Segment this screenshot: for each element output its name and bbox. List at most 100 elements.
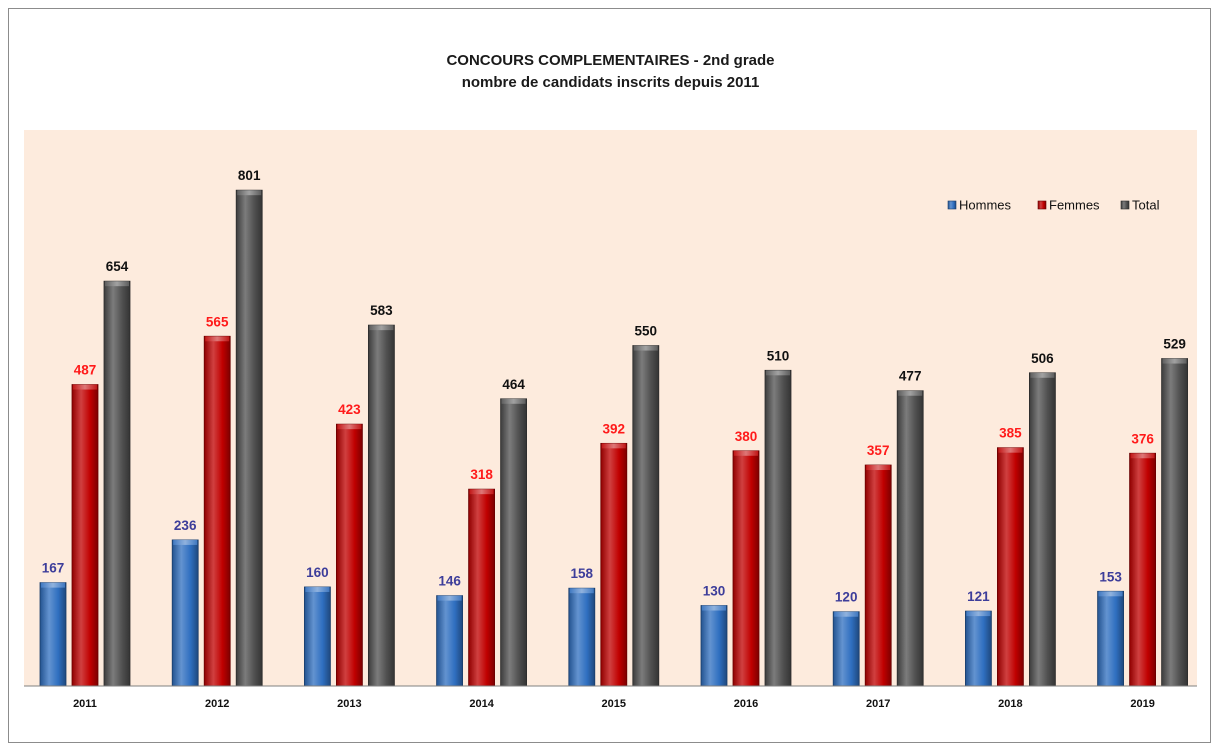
bar-femmes-2018 [997,447,1024,687]
legend: Hommes Femmes Total [947,198,1160,213]
x-tick-2012: 2012 [205,698,229,710]
bar-top-total-2011 [105,281,129,287]
bar-top-total-2016 [766,370,790,376]
bar-top-femmes-2012 [205,336,230,342]
value-label-femmes-2015: 392 [603,421,626,436]
value-label-total-2019: 529 [1163,337,1186,352]
bars-layer [39,189,1188,687]
bar-top-femmes-2019 [1130,453,1155,459]
legend-swatch-total [1120,200,1130,210]
bar-top-total-2012 [237,190,262,196]
bar-top-hommes-2012 [173,539,198,545]
bar-top-hommes-2011 [41,582,65,588]
x-tick-2017: 2017 [866,698,890,710]
value-label-total-2013: 583 [370,303,393,318]
x-tick-2018: 2018 [998,698,1022,710]
bar-top-hommes-2019 [1098,591,1123,597]
bar-hommes-2012 [171,539,199,687]
value-label-femmes-2013: 423 [338,402,361,417]
bar-top-femmes-2011 [73,384,97,390]
value-label-femmes-2018: 385 [999,426,1022,441]
bar-hommes-2018 [965,610,992,687]
bar-hommes-2013 [303,586,331,687]
value-label-femmes-2011: 487 [74,363,97,378]
bar-femmes-2017 [864,464,892,687]
bar-top-femmes-2017 [866,465,891,471]
bar-top-femmes-2018 [998,447,1023,453]
value-label-hommes-2014: 146 [438,574,461,589]
value-label-femmes-2014: 318 [470,467,493,482]
bar-top-hommes-2015 [569,588,594,594]
bar-top-total-2018 [1030,372,1055,378]
bar-total-2016 [764,369,792,687]
chart-title: CONCOURS COMPLEMENTAIRES - 2nd grade [446,52,775,69]
x-tick-2011: 2011 [73,698,97,710]
bar-femmes-2016 [732,450,760,687]
bar-top-total-2013 [369,325,394,331]
value-labels-layer: 167 487 654 236 565 801 160 423 583 146 318 464 158 3… [42,168,1186,605]
legend-label-total: Total [1132,198,1160,213]
bar-top-total-2017 [898,390,923,396]
bar-top-hommes-2014 [437,595,462,601]
bar-femmes-2012 [203,335,231,687]
bar-total-2019 [1161,358,1188,687]
x-tick-labels: 2011 2012 2013 2014 2015 2016 2017 2018 2019 [73,698,1155,710]
value-label-hommes-2012: 236 [174,518,197,533]
value-label-hommes-2013: 160 [306,565,329,580]
bar-top-total-2019 [1162,358,1187,364]
bar-hommes-2017 [832,611,860,687]
bar-hommes-2015 [568,587,596,687]
bar-total-2014 [500,398,528,687]
chart-title-block: CONCOURS COMPLEMENTAIRES - 2nd grade nom… [0,50,1221,94]
legend-label-hommes: Hommes [959,198,1012,213]
value-label-hommes-2015: 158 [571,566,594,581]
bar-total-2013 [367,324,395,687]
bar-femmes-2013 [335,423,363,687]
chart-subtitle: nombre de candidats inscrits depuis 2011 [461,74,760,91]
bar-hommes-2011 [39,582,67,687]
bar-top-femmes-2014 [469,489,494,495]
value-label-hommes-2017: 120 [835,590,858,605]
value-label-total-2017: 477 [899,369,922,384]
bar-femmes-2015 [600,442,628,687]
bar-top-hommes-2018 [966,611,991,617]
bar-top-hommes-2013 [305,586,330,592]
value-label-total-2015: 550 [635,324,658,339]
bar-top-total-2014 [501,398,526,404]
legend-swatch-femmes [1037,200,1047,210]
value-label-total-2011: 654 [106,259,129,274]
x-tick-2015: 2015 [602,698,626,710]
bar-total-2018 [1029,372,1056,687]
x-tick-2014: 2014 [469,698,494,710]
bar-top-total-2015 [633,345,658,351]
legend-swatch-hommes [947,200,957,210]
bar-total-2011 [103,280,131,687]
bar-hommes-2019 [1097,590,1124,687]
bar-top-hommes-2017 [834,611,859,617]
value-label-hommes-2011: 167 [42,561,65,576]
value-label-femmes-2017: 357 [867,443,890,458]
bar-hommes-2014 [436,595,464,687]
legend-label-femmes: Femmes [1049,198,1100,213]
value-label-femmes-2016: 380 [735,429,758,444]
bar-top-femmes-2013 [337,424,362,430]
value-label-total-2016: 510 [767,348,790,363]
bar-top-femmes-2015 [601,443,626,449]
value-label-hommes-2016: 130 [703,584,726,599]
x-tick-2013: 2013 [337,698,361,710]
value-label-femmes-2012: 565 [206,314,229,329]
bar-total-2012 [235,189,263,687]
bar-total-2017 [896,390,924,687]
value-label-hommes-2018: 121 [967,589,990,604]
bar-femmes-2011 [71,384,99,687]
bar-femmes-2014 [468,488,496,687]
bar-top-hommes-2016 [702,605,726,611]
value-label-femmes-2019: 376 [1131,431,1154,446]
value-label-total-2014: 464 [502,377,525,392]
value-label-hommes-2019: 153 [1099,569,1122,584]
bar-total-2015 [632,345,660,687]
bar-hommes-2016 [700,605,728,687]
value-label-total-2018: 506 [1031,351,1054,366]
value-label-total-2012: 801 [238,168,261,183]
